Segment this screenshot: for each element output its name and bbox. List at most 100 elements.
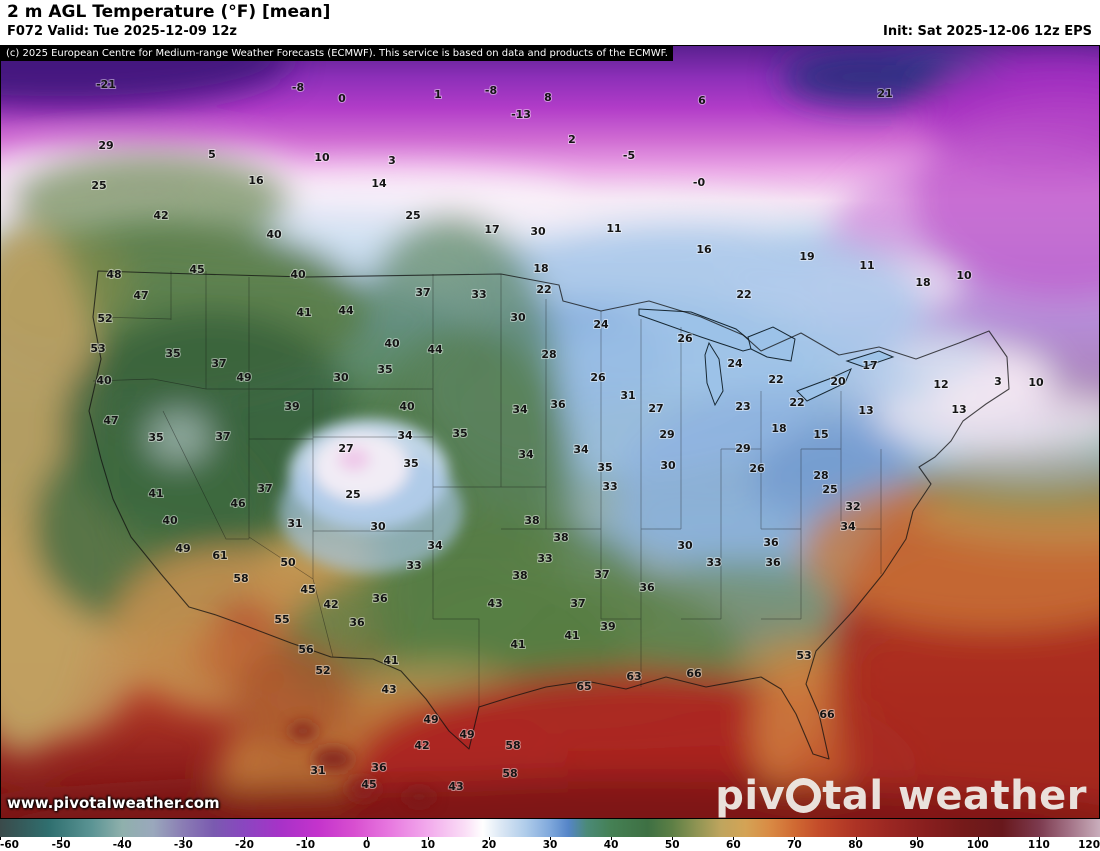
temperature-value-label: 34: [427, 539, 443, 552]
temperature-value-label: 66: [686, 667, 702, 680]
temperature-value-label: 10: [1028, 376, 1044, 389]
temperature-value-label: 44: [427, 343, 443, 356]
temperature-value-label: 23: [735, 400, 750, 413]
temperature-value-label: 49: [175, 542, 190, 555]
temperature-value-label: 35: [148, 431, 163, 444]
temperature-value-label: 24: [727, 357, 743, 370]
temperature-value-label: 55: [274, 613, 289, 626]
temperature-value-label: 40: [384, 337, 400, 350]
pivotal-weather-logo: piv tal weather: [715, 776, 1087, 816]
temperature-value-label: 40: [290, 268, 306, 281]
temperature-value-label: 14: [371, 177, 387, 190]
temperature-value-label: 58: [233, 572, 248, 585]
colorbar-gradient: [0, 818, 1100, 837]
temperature-value-label: 58: [502, 767, 517, 780]
temperature-value-label: 38: [524, 514, 539, 527]
temperature-value-label: 43: [487, 597, 502, 610]
colorbar-tick-mark: [488, 837, 490, 840]
temperature-value-label: 22: [536, 283, 551, 296]
temperature-value-label: 16: [248, 174, 264, 187]
colorbar-tick-mark: [611, 837, 613, 840]
temperature-value-label: 42: [153, 209, 168, 222]
temperature-value-label: 36: [639, 581, 655, 594]
temperature-value-label: 47: [103, 414, 118, 427]
temperature-value-label: 25: [345, 488, 360, 501]
colorbar-tick-mark: [427, 837, 429, 840]
temperature-value-label: 58: [505, 739, 520, 752]
temperature-value-label: 25: [405, 209, 420, 222]
colorbar-tick-label: -50: [51, 839, 71, 851]
temperature-value-label: 39: [284, 400, 299, 413]
temperature-value-label: 37: [594, 568, 609, 581]
temperature-value-label: 36: [763, 536, 779, 549]
temperature-value-label: 25: [91, 179, 106, 192]
temperature-value-label: 5: [208, 148, 216, 161]
temperature-value-label: 21: [877, 87, 892, 100]
colorbar-tick-label: 30: [542, 839, 558, 851]
forecast-map-panel: (c) 2025 European Centre for Medium-rang…: [0, 45, 1100, 818]
init-time-label: Init: Sat 2025-12-06 12z EPS: [883, 23, 1092, 39]
temperature-value-label: 50: [280, 556, 296, 569]
temperature-value-label: 26: [590, 371, 606, 384]
temperature-value-label: 52: [315, 664, 330, 677]
temperature-value-label: 40: [399, 400, 415, 413]
temperature-value-label: 30: [677, 539, 693, 552]
temperature-value-label: 49: [459, 728, 474, 741]
temperature-value-label: 32: [845, 500, 860, 513]
colorbar-tick-mark: [916, 837, 918, 840]
temperature-value-label: 61: [212, 549, 227, 562]
temperature-value-label: 22: [768, 373, 783, 386]
temperature-value-label: 15: [813, 428, 828, 441]
temperature-value-label: 45: [300, 583, 315, 596]
temperature-value-label: 36: [372, 592, 388, 605]
temperature-value-label: 38: [553, 531, 568, 544]
temperature-value-label: 18: [915, 276, 930, 289]
temperature-value-label: 35: [377, 363, 392, 376]
temperature-value-label: 2: [568, 133, 576, 146]
temperature-value-label: 3: [994, 375, 1002, 388]
temperature-value-label: 41: [296, 306, 311, 319]
temperature-value-label: 36: [371, 761, 387, 774]
temperature-value-label: 41: [510, 638, 525, 651]
temperature-value-label: 33: [406, 559, 421, 572]
temperature-value-label: 33: [537, 552, 552, 565]
temperature-value-label: 53: [90, 342, 105, 355]
temperature-value-label: 39: [600, 620, 615, 633]
temperature-value-label: -8: [485, 84, 497, 97]
temperature-value-label: 28: [541, 348, 556, 361]
page-title: 2 m AGL Temperature (°F) [mean]: [7, 2, 331, 22]
temperature-value-label: 33: [471, 288, 486, 301]
colorbar-tick-label: -30: [173, 839, 193, 851]
colorbar-tick-mark: [1038, 837, 1040, 840]
colorbar-tick-label: -20: [234, 839, 254, 851]
temperature-value-label: 29: [735, 442, 750, 455]
us-border-outline: [88, 270, 1010, 760]
colorbar-tick-label: 50: [664, 839, 680, 851]
temperature-value-label: 49: [236, 371, 251, 384]
temperature-value-label: 11: [606, 222, 621, 235]
temperature-value-label: 18: [533, 262, 548, 275]
temperature-value-label: 34: [397, 429, 413, 442]
temperature-value-label: -8: [292, 81, 304, 94]
temperature-value-label: 26: [677, 332, 693, 345]
temperature-value-label: 37: [211, 357, 226, 370]
temperature-value-label: 31: [620, 389, 635, 402]
temperature-value-label: 48: [106, 268, 121, 281]
temperature-value-label: 25: [822, 483, 837, 496]
logo-ring-icon: [786, 778, 822, 813]
temperature-value-label: 46: [230, 497, 246, 510]
temperature-value-label: 35: [597, 461, 612, 474]
temperature-value-label: 22: [736, 288, 751, 301]
temperature-value-label: 22: [789, 396, 804, 409]
temperature-value-label: 30: [333, 371, 349, 384]
temperature-value-label: 63: [626, 670, 641, 683]
temperature-value-label: 36: [349, 616, 365, 629]
temperature-value-label: 27: [338, 442, 353, 455]
colorbar-tick-label: 0: [363, 839, 371, 851]
temperature-value-label: 36: [550, 398, 566, 411]
temperature-value-label: 45: [361, 778, 376, 791]
temperature-value-label: 29: [659, 428, 674, 441]
temperature-value-label: 30: [510, 311, 526, 324]
colorbar-tick-mark: [672, 837, 674, 840]
